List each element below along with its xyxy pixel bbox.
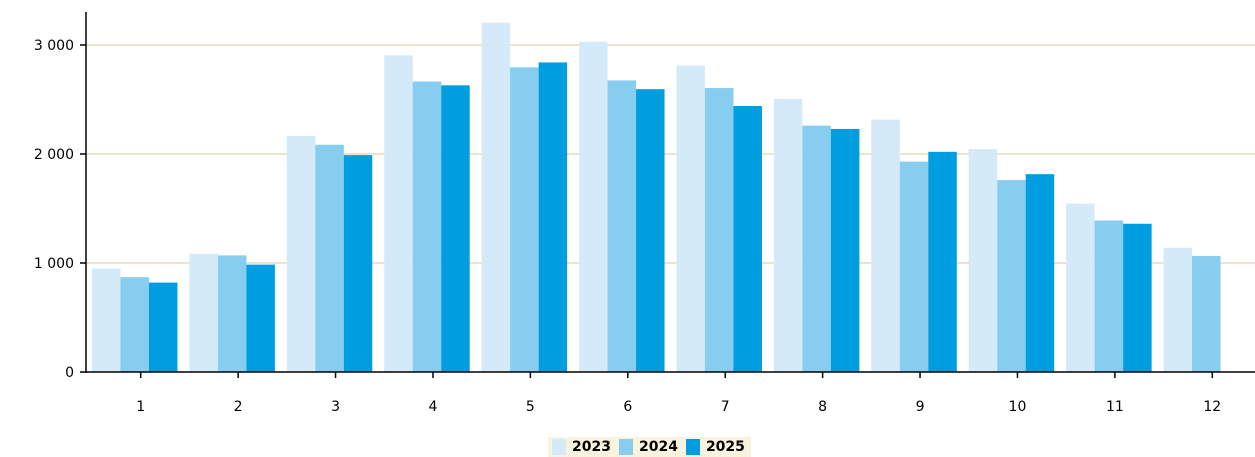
bar-2024-9[interactable] [899,161,929,372]
bar-2023-4[interactable] [384,55,413,372]
y-tick-label: 0 [65,365,74,381]
bar-2025-7[interactable] [733,106,762,372]
x-tick-label: 12 [1203,399,1221,415]
bar-2023-9[interactable] [871,119,900,372]
bar-2025-2[interactable] [246,264,275,372]
bar-2024-7[interactable] [704,88,734,373]
x-tick-label: 5 [526,399,535,415]
bar-2024-5[interactable] [510,67,539,372]
y-axis-ticks: 0 1 000 2 000 3 000 [34,38,86,381]
x-tick-label: 9 [916,399,925,415]
x-tick-label: 1 [136,399,145,415]
x-axis-ticks: 1 2 3 4 5 6 7 8 9 10 11 12 [136,372,1221,415]
bar-2023-11[interactable] [1066,203,1095,372]
legend-label-2023: 2023 [572,439,611,455]
x-tick-label: 6 [623,399,632,415]
x-tick-label: 7 [721,399,730,415]
x-tick-label: 8 [818,399,827,415]
x-tick-label: 11 [1106,399,1124,415]
legend-swatch-2025 [685,439,700,455]
bar-2023-5[interactable] [481,22,511,373]
bar-2023-7[interactable] [676,65,705,373]
bar-2024-6[interactable] [607,80,637,373]
bar-2023-8[interactable] [773,98,803,372]
legend-item-2025[interactable]: 2025 [685,439,745,455]
axes [85,12,1255,373]
x-tick-label: 2 [234,399,243,415]
y-tick-label: 3 000 [34,38,74,54]
y-tick-label: 2 000 [34,147,74,163]
bar-2025-3[interactable] [343,155,373,372]
x-tick-label: 10 [1009,399,1027,415]
legend-swatch-2024 [618,439,633,455]
bar-2024-4[interactable] [412,81,442,372]
bar-2024-10[interactable] [997,180,1026,372]
bar-2023-2[interactable] [189,253,218,372]
bar-2025-8[interactable] [830,128,860,372]
bar-2025-4[interactable] [441,85,470,372]
bar-2024-3[interactable] [315,144,344,372]
legend-item-2023[interactable]: 2023 [552,439,611,455]
x-tick-label: 3 [331,399,340,415]
bars [91,22,1221,373]
bar-2025-5[interactable] [538,62,568,372]
bar-2024-1[interactable] [120,277,149,372]
bar-2023-12[interactable] [1163,247,1193,372]
y-tick-label: 1 000 [34,256,74,272]
bar-2023-10[interactable] [968,149,998,372]
bar-2024-11[interactable] [1094,220,1124,372]
legend-label-2024: 2024 [638,439,678,455]
bar-2023-6[interactable] [579,41,608,372]
legend-label-2025: 2025 [705,439,745,455]
legend: 2023 2024 2025 [548,437,751,457]
x-tick-label: 4 [428,399,437,415]
legend-swatch-2023 [552,439,566,455]
bar-2023-3[interactable] [286,136,316,372]
bar-2024-2[interactable] [217,255,247,372]
bar-2025-6[interactable] [636,89,665,373]
gridlines [86,44,1255,264]
bar-2025-9[interactable] [928,151,957,372]
bar-2025-10[interactable] [1025,174,1055,372]
bar-2024-12[interactable] [1192,255,1221,372]
bar-2023-1[interactable] [91,268,121,372]
bar-2025-1[interactable] [148,282,178,372]
legend-item-2024[interactable]: 2024 [618,439,678,455]
bar-2024-8[interactable] [802,125,831,372]
bar-2025-11[interactable] [1123,223,1152,372]
